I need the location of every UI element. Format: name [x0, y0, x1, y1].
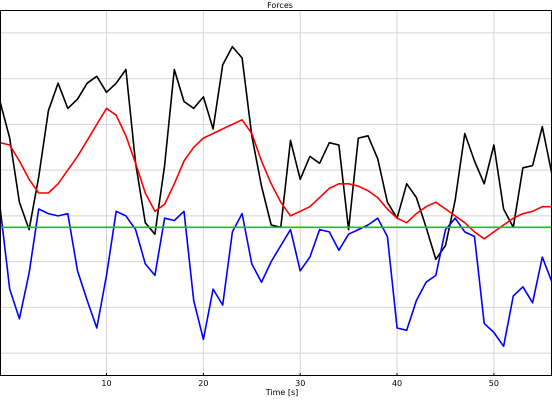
x-tick-label-4: 50 [489, 379, 499, 388]
series-line-0 [0, 45, 552, 261]
x-axis-label: Time [s] [265, 388, 299, 397]
x-tick-label-1: 20 [198, 379, 208, 388]
series-layer [0, 45, 552, 348]
x-ticks: 10 20 30 40 50 [101, 373, 499, 388]
x-tick-label-0: 10 [101, 379, 111, 388]
series-line-1 [0, 107, 552, 240]
series-line-2 [0, 206, 552, 348]
chart-title: Forces [267, 1, 293, 10]
x-tick-label-2: 30 [295, 379, 305, 388]
x-tick-label-3: 40 [392, 379, 402, 388]
